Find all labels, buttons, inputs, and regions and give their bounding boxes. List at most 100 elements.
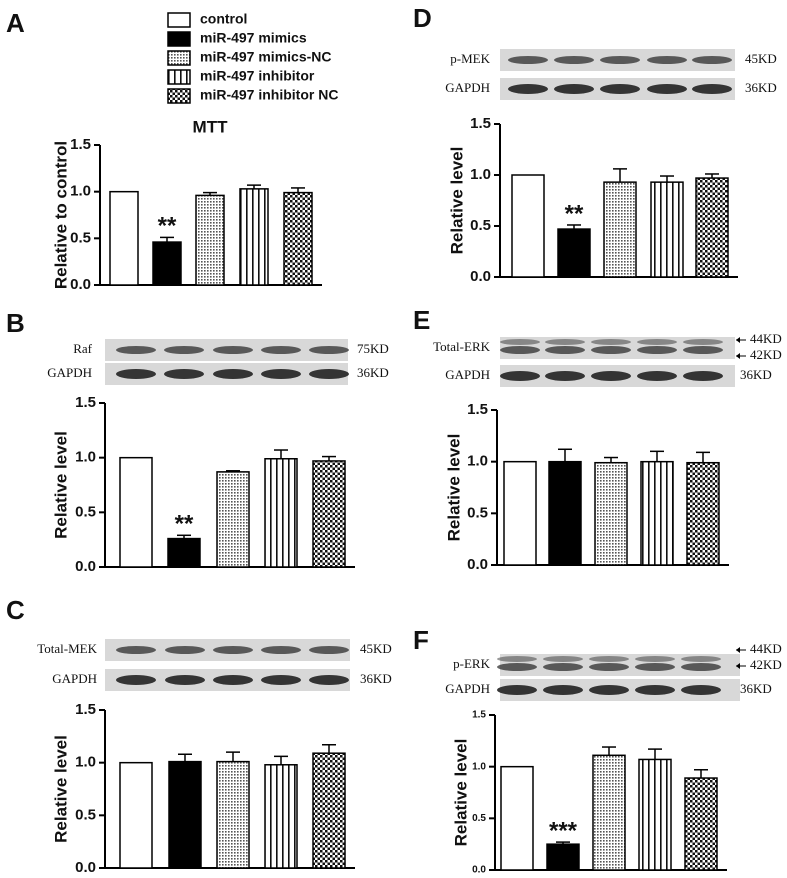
y-tick-label: 1.0 (467, 453, 488, 470)
blot-band (683, 346, 723, 354)
blot-size: 36KD (360, 671, 392, 686)
blot-size: 42KD (750, 347, 782, 362)
blot-band (554, 84, 594, 94)
blot-band (497, 685, 537, 695)
blot-band (681, 685, 721, 695)
y-tick-label: 1.0 (75, 754, 96, 771)
arrow-head (736, 337, 740, 343)
blot-band (683, 339, 723, 345)
blot-label: GAPDH (52, 671, 97, 686)
y-tick-label: 0.5 (472, 813, 486, 824)
y-tick-label: 1.5 (75, 394, 96, 411)
panel-letter: D (413, 3, 432, 33)
bar (557, 228, 591, 278)
y-axis-label: Relative level (51, 735, 70, 843)
blot-band (637, 339, 677, 345)
panel-letter: A (6, 8, 25, 38)
blot-band (647, 56, 687, 64)
bar (283, 191, 313, 286)
blot-band (543, 656, 583, 662)
arrow-head (736, 663, 740, 669)
legend-label: miR-497 mimics-NC (200, 49, 332, 65)
y-tick-label: 1.5 (70, 136, 91, 153)
blot-band (500, 339, 540, 345)
bar (511, 174, 545, 278)
blot-label: p-MEK (450, 51, 490, 66)
blot-band (213, 346, 253, 354)
y-tick-label: 0.0 (472, 865, 486, 876)
blot-band (165, 675, 205, 685)
blot-label: Total-ERK (433, 339, 490, 354)
blot-band (500, 371, 540, 381)
blot-label: GAPDH (445, 80, 490, 95)
panel-letter: C (6, 595, 25, 625)
blot-size: 36KD (357, 365, 389, 380)
legend-swatch (167, 31, 191, 47)
bar (239, 188, 269, 286)
blot-band (261, 369, 301, 379)
blot-band (692, 56, 732, 64)
significance: ** (158, 213, 177, 240)
blot-size: 45KD (745, 51, 777, 66)
bar (119, 456, 153, 568)
blot-band (637, 346, 677, 354)
blot-label: Total-MEK (37, 641, 97, 656)
blot-band (164, 346, 204, 354)
bar (594, 461, 628, 566)
bar (152, 241, 182, 286)
y-axis-label: Relative level (51, 431, 70, 539)
blot-band (600, 56, 640, 64)
blot-label: GAPDH (445, 367, 490, 382)
blot-label: GAPDH (47, 365, 92, 380)
blot-band (681, 656, 721, 662)
blot-band (543, 663, 583, 671)
y-axis-label: Relative to control (51, 141, 70, 289)
y-tick-label: 0.0 (470, 268, 491, 285)
y-tick-label: 1.5 (467, 401, 488, 418)
blot-band (591, 371, 631, 381)
blot-band (543, 685, 583, 695)
blot-band (261, 346, 301, 354)
blot-band (508, 84, 548, 94)
y-tick-label: 1.0 (70, 183, 91, 200)
blot-band (261, 675, 301, 685)
chart-title: MTT (193, 117, 229, 136)
significance: ** (565, 200, 584, 227)
blot-band (600, 84, 640, 94)
arrow-head (736, 353, 740, 359)
bar (695, 177, 729, 278)
legend-label: control (200, 11, 247, 27)
significance: *** (549, 817, 578, 844)
y-tick-label: 0.5 (470, 217, 491, 234)
blot-band (692, 84, 732, 94)
blot-band (681, 663, 721, 671)
blot-band (213, 369, 253, 379)
y-tick-label: 0.5 (467, 504, 488, 521)
y-tick-label: 1.0 (470, 166, 491, 183)
blot-band (589, 685, 629, 695)
blot-band (637, 371, 677, 381)
bar (264, 458, 298, 568)
blot-band (309, 346, 349, 354)
blot-band (116, 675, 156, 685)
y-tick-label: 1.5 (472, 710, 486, 721)
y-axis-label: Relative level (444, 434, 463, 542)
y-tick-label: 0.5 (75, 806, 96, 823)
y-tick-label: 0.0 (467, 556, 488, 573)
blot-band (635, 663, 675, 671)
blot-band (309, 675, 349, 685)
legend-swatch (167, 69, 191, 85)
bar (119, 761, 153, 869)
panel-letter: F (413, 625, 429, 655)
legend-label: miR-497 inhibitor (200, 68, 315, 84)
blot-band (500, 346, 540, 354)
blot-size: 36KD (745, 80, 777, 95)
bar (686, 461, 720, 566)
blot-band (591, 346, 631, 354)
blot-size: 44KD (750, 331, 782, 346)
blot-band (683, 371, 723, 381)
legend-swatch (167, 12, 191, 28)
bar (168, 760, 202, 869)
bar (640, 460, 674, 566)
blot-label: Raf (73, 341, 92, 356)
